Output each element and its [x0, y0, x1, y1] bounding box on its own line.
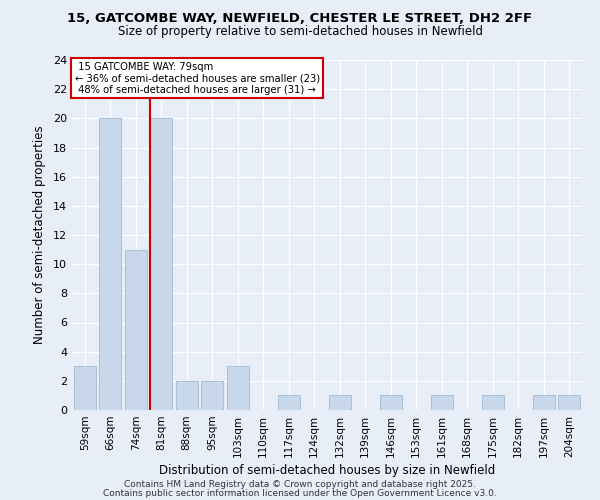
Bar — [100, 118, 121, 410]
Bar — [278, 396, 299, 410]
Bar — [431, 396, 452, 410]
Text: Size of property relative to semi-detached houses in Newfield: Size of property relative to semi-detach… — [118, 25, 482, 38]
Bar — [380, 396, 401, 410]
Bar — [559, 396, 580, 410]
Text: 15 GATCOMBE WAY: 79sqm
← 36% of semi-detached houses are smaller (23)
 48% of se: 15 GATCOMBE WAY: 79sqm ← 36% of semi-det… — [74, 62, 320, 95]
Bar — [227, 366, 248, 410]
Bar — [202, 381, 223, 410]
Bar — [125, 250, 146, 410]
Text: 15, GATCOMBE WAY, NEWFIELD, CHESTER LE STREET, DH2 2FF: 15, GATCOMBE WAY, NEWFIELD, CHESTER LE S… — [67, 12, 533, 26]
Bar — [329, 396, 350, 410]
Y-axis label: Number of semi-detached properties: Number of semi-detached properties — [33, 126, 46, 344]
Text: Contains HM Land Registry data © Crown copyright and database right 2025.: Contains HM Land Registry data © Crown c… — [124, 480, 476, 489]
Bar — [482, 396, 503, 410]
Text: Contains public sector information licensed under the Open Government Licence v3: Contains public sector information licen… — [103, 488, 497, 498]
X-axis label: Distribution of semi-detached houses by size in Newfield: Distribution of semi-detached houses by … — [159, 464, 495, 477]
Bar — [151, 118, 172, 410]
Bar — [74, 366, 95, 410]
Bar — [533, 396, 554, 410]
Bar — [176, 381, 197, 410]
